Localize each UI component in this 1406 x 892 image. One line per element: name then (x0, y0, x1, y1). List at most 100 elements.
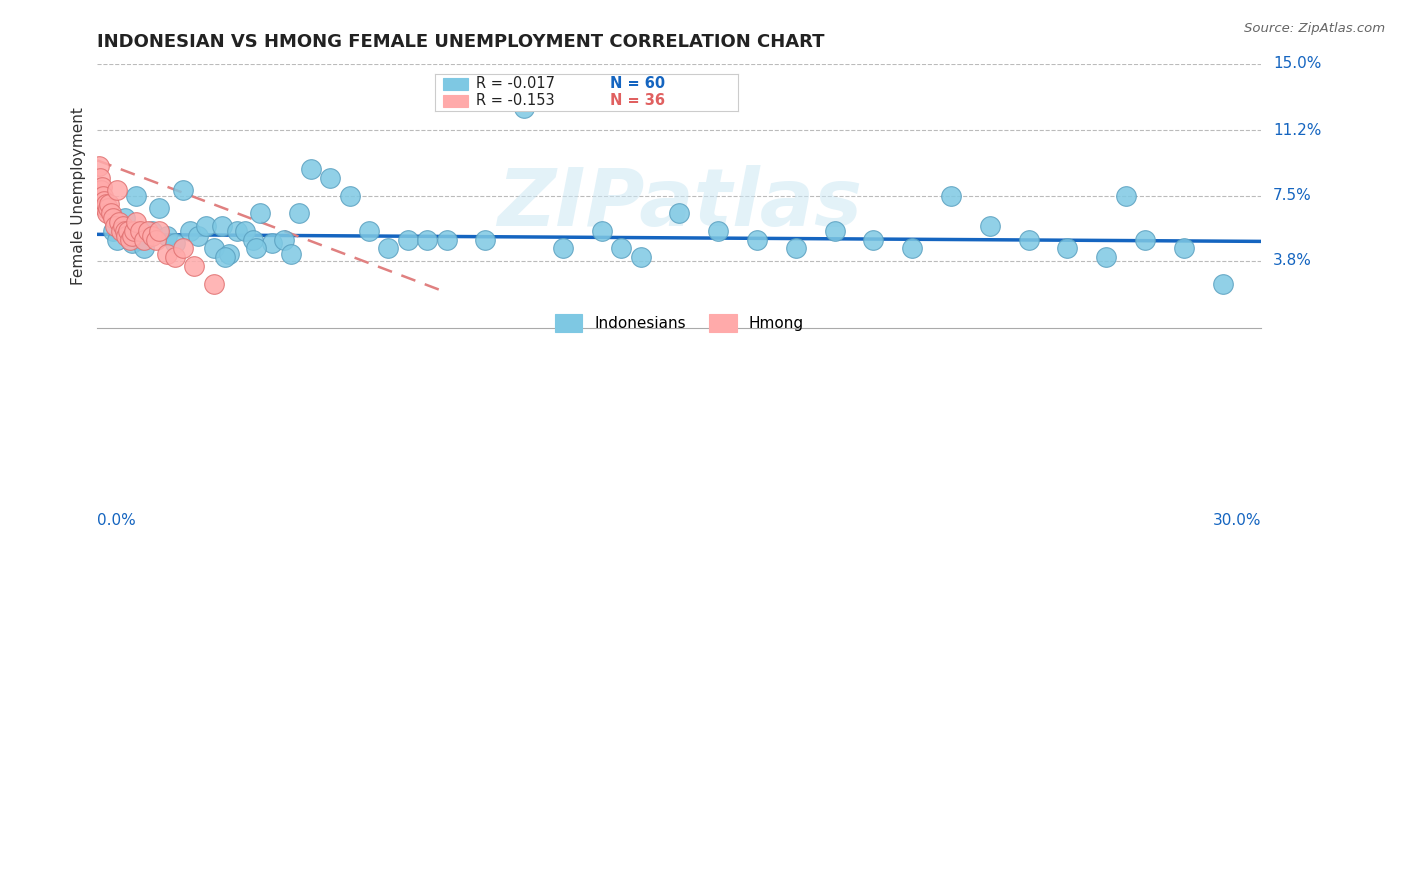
Point (105, 233, 128, 247)
Point (214, 250, 236, 264)
Point (107, 215, 129, 229)
Point (148, 201, 170, 215)
Point (94, 201, 117, 215)
Point (551, 242, 574, 256)
Point (101, 211, 124, 226)
Point (114, 224, 136, 238)
Point (319, 171, 342, 186)
Point (98, 197, 121, 211)
Point (288, 206, 311, 220)
Point (172, 242, 194, 256)
Point (96, 206, 118, 220)
Point (280, 246, 302, 260)
Point (89, 159, 111, 173)
Point (101, 224, 124, 238)
Point (94, 197, 117, 211)
Point (129, 233, 152, 247)
Point (377, 242, 399, 256)
Point (245, 242, 267, 256)
Point (117, 224, 139, 238)
Text: 3.8%: 3.8% (1272, 253, 1312, 268)
Point (115, 229, 138, 244)
Point (183, 259, 205, 273)
Point (195, 219, 218, 233)
Point (707, 224, 730, 238)
Point (226, 224, 249, 238)
Point (1212, 277, 1234, 291)
Point (1095, 250, 1118, 264)
Point (125, 215, 148, 229)
Point (93, 194, 115, 208)
Point (114, 211, 136, 226)
Point (785, 242, 807, 256)
Point (187, 229, 209, 244)
Point (630, 250, 652, 264)
Point (179, 224, 201, 238)
Point (979, 219, 1001, 233)
Point (132, 233, 155, 247)
Point (416, 233, 439, 247)
Point (436, 233, 458, 247)
Point (513, 101, 536, 115)
Point (1056, 242, 1078, 256)
Point (163, 236, 186, 251)
Point (120, 233, 142, 247)
Point (156, 246, 179, 260)
Point (125, 188, 148, 202)
Point (202, 242, 225, 256)
Point (610, 242, 633, 256)
Point (141, 224, 163, 238)
Point (117, 227, 139, 242)
Point (145, 233, 167, 247)
Point (132, 242, 155, 256)
Text: 7.5%: 7.5% (1272, 188, 1312, 203)
Point (91, 188, 114, 202)
Point (121, 229, 143, 244)
Point (121, 236, 143, 251)
Point (97, 201, 120, 215)
Point (901, 242, 924, 256)
Text: ZIPatlas: ZIPatlas (496, 164, 862, 243)
Point (1133, 233, 1156, 247)
Point (136, 224, 159, 238)
Point (273, 233, 295, 247)
Point (172, 183, 194, 197)
Text: 15.0%: 15.0% (1272, 56, 1322, 71)
Text: 0.0%: 0.0% (97, 513, 136, 528)
Point (91, 179, 114, 194)
Text: INDONESIAN VS HMONG FEMALE UNEMPLOYMENT CORRELATION CHART: INDONESIAN VS HMONG FEMALE UNEMPLOYMENT … (97, 33, 825, 51)
Point (110, 219, 132, 233)
Point (1115, 188, 1137, 202)
Point (357, 224, 380, 238)
Point (862, 233, 884, 247)
Point (104, 219, 127, 233)
Point (474, 233, 496, 247)
Point (148, 224, 170, 238)
Point (122, 224, 145, 238)
Text: 11.2%: 11.2% (1272, 123, 1322, 138)
Point (591, 224, 613, 238)
Point (745, 233, 768, 247)
Point (824, 224, 846, 238)
Point (260, 236, 283, 251)
Point (668, 206, 690, 220)
Point (163, 250, 186, 264)
Point (299, 162, 322, 177)
Point (396, 233, 419, 247)
Point (110, 224, 132, 238)
Point (100, 206, 122, 220)
Text: Source: ZipAtlas.com: Source: ZipAtlas.com (1244, 22, 1385, 36)
Point (105, 183, 128, 197)
Point (156, 229, 179, 244)
Point (939, 188, 962, 202)
Point (211, 219, 233, 233)
Point (111, 219, 134, 233)
Y-axis label: Female Unemployment: Female Unemployment (72, 107, 86, 285)
Point (218, 246, 240, 260)
Point (141, 229, 163, 244)
Point (129, 224, 152, 238)
Point (89, 171, 111, 186)
Legend: Indonesians, Hmong: Indonesians, Hmong (548, 308, 810, 339)
Point (242, 233, 264, 247)
Point (339, 188, 361, 202)
